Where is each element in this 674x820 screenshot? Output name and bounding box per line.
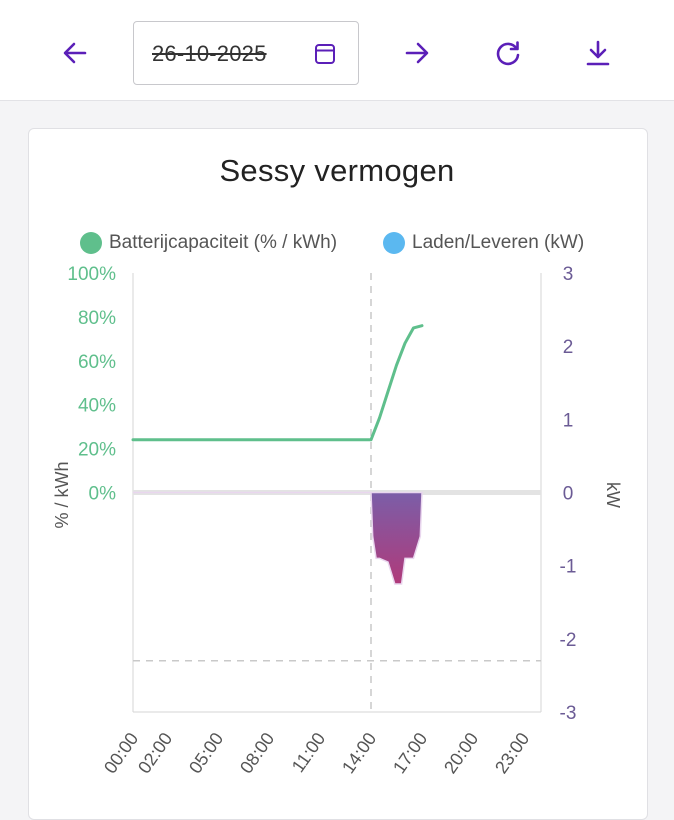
arrow-right-icon: [405, 42, 429, 64]
power-area[interactable]: [133, 491, 423, 585]
right-axis-title: kW: [603, 482, 623, 508]
calendar-icon[interactable]: [314, 42, 336, 66]
date-value: 26-10-2025: [152, 41, 267, 66]
right-tick-label: 3: [563, 264, 574, 285]
x-tick-label: 11:00: [288, 729, 329, 776]
right-tick-label: -1: [560, 557, 577, 578]
left-axis-title: % / kWh: [52, 461, 72, 528]
battery-line[interactable]: [131, 324, 424, 442]
x-tick-label: 00:00: [100, 729, 142, 777]
arrow-left-icon: [63, 42, 87, 64]
x-tick-label: 05:00: [185, 729, 227, 777]
right-tick-label: 0: [563, 484, 574, 505]
legend-label-battery: Batterijcapaciteit (% / kWh): [109, 232, 338, 253]
x-tick-label: 02:00: [134, 729, 176, 777]
legend-dot-power: [383, 232, 405, 254]
right-tick-label: 2: [563, 337, 574, 358]
left-tick-label: 40%: [78, 396, 116, 417]
x-tick-label: 14:00: [338, 729, 380, 777]
chart-title: Sessy vermogen: [219, 153, 455, 188]
right-tick-label: 1: [563, 410, 574, 431]
download-icon: [586, 40, 610, 66]
left-tick-label: 100%: [67, 264, 116, 285]
left-tick-label: 20%: [78, 440, 116, 461]
left-tick-label: 0%: [89, 484, 117, 505]
next-day-button[interactable]: [392, 28, 442, 78]
download-button[interactable]: [573, 28, 623, 78]
legend-item-battery[interactable]: Batterijcapaciteit (% / kWh): [80, 232, 337, 254]
x-tick-label: 08:00: [236, 729, 278, 777]
legend-dot-battery: [80, 232, 102, 254]
right-tick-label: -3: [560, 703, 577, 724]
legend-item-power[interactable]: Laden/Leveren (kW): [383, 232, 584, 254]
legend-label-power: Laden/Leveren (kW): [412, 232, 585, 253]
chart-card: [28, 128, 648, 820]
previous-day-button[interactable]: [50, 28, 100, 78]
refresh-button[interactable]: [483, 28, 533, 78]
x-tick-label: 20:00: [440, 729, 482, 777]
date-input[interactable]: 26-10-2025: [133, 21, 359, 85]
x-tick-label: 17:00: [389, 729, 431, 777]
toolbar: 26-10-2025: [0, 0, 674, 101]
power-chart: 100% 80% 60% 40% 20% 0% 3 2 1 0 -1 -2 -3 % / kWh kW 00:…: [52, 264, 623, 777]
x-tick-label: 23:00: [491, 729, 533, 777]
right-tick-label: -2: [560, 630, 577, 651]
left-tick-label: 80%: [78, 308, 116, 329]
refresh-icon: [496, 41, 520, 66]
left-tick-label: 60%: [78, 352, 116, 373]
